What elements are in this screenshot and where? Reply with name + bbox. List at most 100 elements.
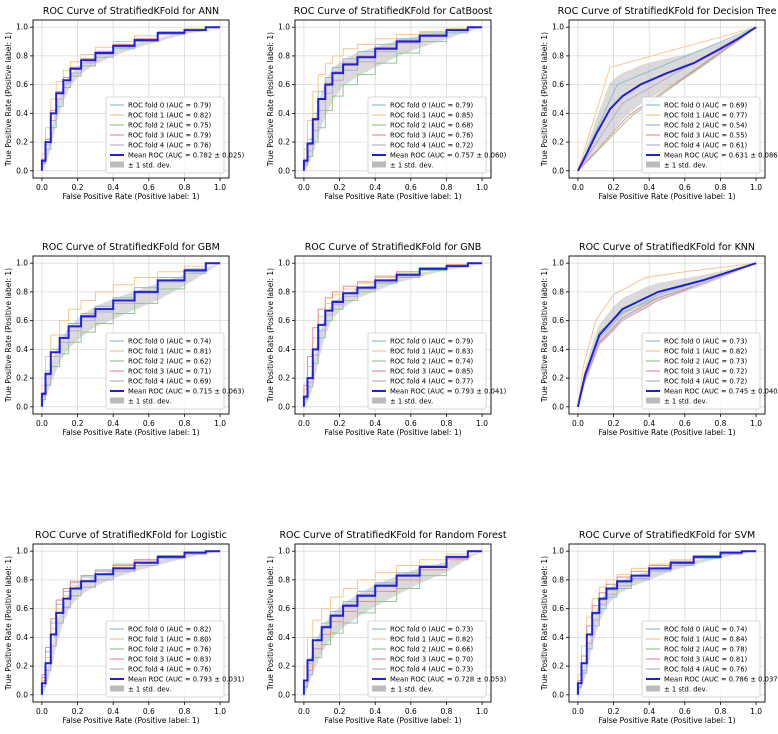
legend-label: ROC fold 1 (AUC = 0.82): [390, 636, 474, 644]
x-tick-label: 1.0: [750, 419, 762, 428]
y-tick-label: 0.8: [16, 575, 28, 584]
x-tick-label: 0.2: [608, 183, 620, 192]
x-tick-label: 1.0: [476, 183, 488, 192]
x-tick-label: 0.4: [107, 707, 119, 716]
legend-label: ROC fold 3 (AUC = 0.72): [664, 368, 748, 376]
x-tick-label: 0.0: [36, 707, 48, 716]
std-band: [303, 551, 483, 695]
y-tick-label: 0.4: [278, 109, 290, 118]
y-tick-label: 0.6: [278, 604, 290, 613]
y-tick-label: 0.0: [16, 166, 28, 175]
x-tick-label: 0.8: [714, 183, 726, 192]
legend: ROC fold 0 (AUC = 0.69) ROC fold 1 (AUC =…: [641, 96, 778, 174]
x-tick-label: 0.6: [143, 183, 155, 192]
legend-label: ROC fold 4 (AUC = 0.61): [664, 142, 748, 150]
legend-label: ROC fold 3 (AUC = 0.76): [390, 132, 474, 140]
y-tick-label: 1.0: [16, 23, 28, 32]
legend: ROC fold 0 (AUC = 0.79) ROC fold 1 (AUC =…: [367, 332, 507, 410]
legend-label: ± 1 std. dev.: [664, 686, 707, 694]
y-axis-label: True Positive Rate (Positive label: 1): [266, 268, 275, 403]
x-tick-label: 0.8: [440, 183, 452, 192]
roc-mean-line: [576, 262, 757, 408]
legend-label: ROC fold 0 (AUC = 0.79): [390, 338, 474, 346]
roc-fold0-line: [577, 26, 757, 172]
y-tick-label: 1.0: [16, 259, 28, 268]
legend-swatch-band: [646, 397, 660, 404]
y-tick-label: 0.2: [278, 138, 290, 147]
y-axis-label: True Positive Rate (Positive label: 1): [4, 32, 13, 167]
x-tick-label: 0.0: [298, 183, 310, 192]
y-tick-label: 0.8: [278, 575, 290, 584]
x-tick-label: 0.4: [643, 707, 655, 716]
x-tick-label: 0.4: [643, 419, 655, 428]
y-tick-label: 0.4: [552, 345, 564, 354]
legend-label: Mean ROC (AUC = 0.757 ± 0.060): [390, 152, 507, 160]
x-axis-label: False Positive Rate (Positive label: 1): [598, 192, 735, 201]
x-tick-label: 0.2: [72, 183, 84, 192]
legend-label: ± 1 std. dev.: [390, 686, 433, 694]
x-tick-label: 0.4: [107, 419, 119, 428]
roc-fold1-line: [577, 26, 757, 171]
x-tick-label: 0.2: [334, 183, 346, 192]
x-tick-label: 0.0: [572, 419, 584, 428]
x-tick-label: 0.2: [334, 707, 346, 716]
std-band: [303, 263, 483, 407]
x-tick-label: 0.4: [369, 419, 381, 428]
legend-label: ROC fold 0 (AUC = 0.74): [128, 338, 212, 346]
x-tick-label: 0.2: [72, 419, 84, 428]
roc-mean-line: [302, 26, 483, 171]
legend-label: ROC fold 1 (AUC = 0.85): [390, 112, 474, 120]
legend-box: [367, 96, 487, 174]
x-tick-label: 1.0: [476, 707, 488, 716]
legend-label: Mean ROC (AUC = 0.793 ± 0.041): [390, 388, 507, 396]
legend-label: ROC fold 0 (AUC = 0.79): [128, 102, 212, 110]
x-tick-label: 0.8: [178, 183, 190, 192]
legend-swatch-band: [372, 685, 386, 692]
y-tick-label: 0.0: [278, 402, 290, 411]
y-tick-label: 0.2: [552, 662, 564, 671]
y-tick-label: 0.4: [278, 345, 290, 354]
legend-label: ± 1 std. dev.: [128, 162, 171, 170]
y-tick-label: 1.0: [278, 259, 290, 268]
std-band: [577, 263, 757, 407]
roc-mean-line: [40, 262, 221, 407]
y-tick-label: 0.0: [16, 402, 28, 411]
y-tick-label: 0.6: [16, 316, 28, 325]
y-tick-label: 1.0: [278, 547, 290, 556]
roc-chart-8: ROC Curve of StratifiedKFold for SVM 0.0 0…: [540, 530, 778, 725]
x-tick-label: 1.0: [214, 183, 226, 192]
x-tick-label: 0.4: [369, 183, 381, 192]
legend-label: ± 1 std. dev.: [390, 162, 433, 170]
legend-box: [641, 620, 761, 698]
legend-label: Mean ROC (AUC = 0.728 ± 0.053): [390, 676, 507, 684]
legend-label: ROC fold 4 (AUC = 0.76): [128, 142, 212, 150]
roc-mean-line: [577, 26, 757, 172]
x-tick-label: 0.2: [608, 707, 620, 716]
legend-label: ROC fold 3 (AUC = 0.83): [128, 656, 212, 664]
x-axis-label: False Positive Rate (Positive label: 1): [324, 428, 461, 437]
legend-box: [641, 96, 761, 174]
x-axis-label: False Positive Rate (Positive label: 1): [62, 192, 199, 201]
roc-mean-line: [40, 550, 221, 695]
y-tick-label: 0.4: [552, 633, 564, 642]
legend-label: ROC fold 2 (AUC = 0.62): [128, 358, 212, 366]
y-tick-label: 0.6: [552, 316, 564, 325]
roc-chart-2: ROC Curve of StratifiedKFold for Decisio…: [540, 6, 778, 201]
plot-frame: [294, 543, 492, 703]
legend-label: ROC fold 2 (AUC = 0.78): [664, 646, 748, 654]
legend: ROC fold 0 (AUC = 0.79) ROC fold 1 (AUC =…: [367, 96, 507, 174]
plot-frame: [32, 543, 230, 703]
legend-label: ROC fold 0 (AUC = 0.73): [390, 626, 474, 634]
legend-label: ROC fold 2 (AUC = 0.75): [128, 122, 212, 130]
x-axis-label: False Positive Rate (Positive label: 1): [62, 428, 199, 437]
legend-box: [367, 332, 487, 410]
y-tick-label: 0.8: [552, 287, 564, 296]
x-tick-label: 0.6: [405, 183, 417, 192]
x-tick-label: 0.0: [298, 419, 310, 428]
chart-title: ROC Curve of StratifiedKFold for ANN: [43, 6, 219, 17]
x-axis-label: False Positive Rate (Positive label: 1): [598, 716, 735, 725]
legend-swatch-band: [110, 161, 124, 168]
legend-label: ROC fold 3 (AUC = 0.70): [390, 656, 474, 664]
roc-mean-line: [302, 262, 483, 407]
